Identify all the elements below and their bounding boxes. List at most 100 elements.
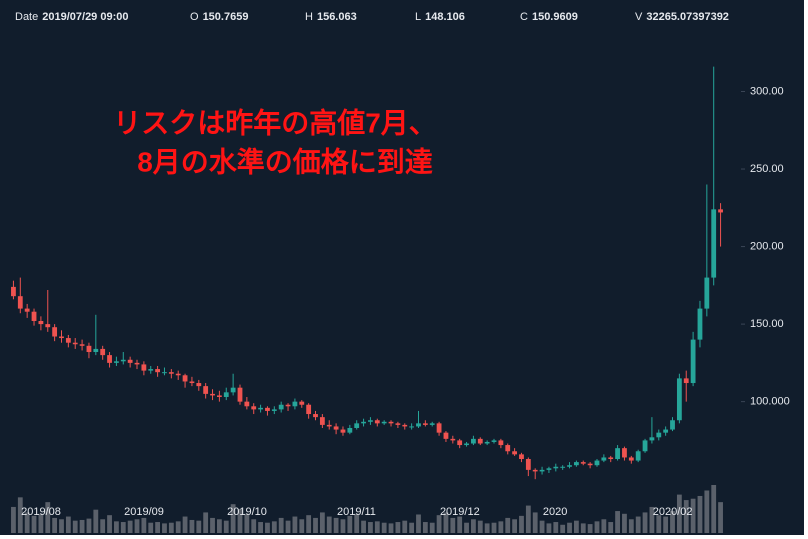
candle-body bbox=[573, 462, 579, 466]
candle-body bbox=[525, 459, 531, 470]
volume-bar bbox=[120, 522, 126, 533]
candle-body bbox=[436, 423, 442, 433]
candle-body bbox=[216, 395, 222, 397]
volume-bar bbox=[230, 504, 236, 533]
info-label: C bbox=[520, 11, 528, 23]
info-item: Date 2019/07/29 09:00 bbox=[15, 11, 129, 23]
candle-body bbox=[409, 426, 415, 428]
volume-bar bbox=[100, 519, 106, 533]
candle-body bbox=[196, 383, 202, 387]
candle-body bbox=[628, 457, 634, 461]
candle-body bbox=[265, 407, 270, 411]
volume-bar bbox=[422, 522, 428, 533]
volume-bar bbox=[525, 505, 531, 533]
candle-body bbox=[683, 378, 689, 384]
candle-body bbox=[635, 451, 641, 461]
candle-body bbox=[477, 438, 483, 444]
candle-body bbox=[368, 420, 373, 422]
candle-body bbox=[704, 277, 710, 309]
candle-body bbox=[649, 437, 655, 441]
volume-bar bbox=[189, 519, 195, 533]
volume-bar bbox=[31, 515, 37, 533]
volume-bar bbox=[86, 518, 92, 533]
volume-bar bbox=[697, 495, 703, 533]
candle-body bbox=[484, 441, 490, 444]
volume-bar bbox=[237, 509, 243, 533]
candle-body bbox=[340, 429, 346, 433]
volume-bar bbox=[285, 520, 291, 533]
candle-body bbox=[718, 209, 723, 213]
info-item: H 156.063 bbox=[305, 11, 357, 23]
volume-bar bbox=[608, 522, 614, 533]
volume-bar bbox=[175, 521, 181, 533]
volume-bar bbox=[649, 506, 655, 533]
candle-body bbox=[354, 423, 360, 428]
volume-bar bbox=[443, 512, 449, 533]
info-value: 148.106 bbox=[425, 11, 465, 23]
volume-bar bbox=[587, 524, 593, 533]
candle-body bbox=[429, 423, 435, 425]
volume-bar bbox=[635, 516, 641, 533]
x-tick-label: 2019/08 bbox=[21, 506, 61, 518]
volume-bar bbox=[484, 523, 490, 533]
candle-body bbox=[319, 417, 325, 425]
x-tick-label: 2019/11 bbox=[337, 506, 376, 518]
volume-bar bbox=[65, 516, 71, 533]
volume-bar bbox=[182, 516, 188, 533]
volume-bar bbox=[670, 511, 675, 533]
x-tick-label: 2020 bbox=[543, 506, 567, 518]
volume-bar bbox=[244, 513, 250, 533]
candle-body bbox=[416, 423, 421, 427]
volume-bar bbox=[216, 519, 222, 533]
candle-body bbox=[271, 409, 277, 411]
candle-body bbox=[580, 462, 586, 464]
candle-body bbox=[532, 469, 538, 472]
info-label: Date bbox=[15, 11, 38, 23]
volume-bar bbox=[24, 512, 30, 533]
candle-body bbox=[251, 406, 257, 410]
volume-bar bbox=[93, 509, 99, 533]
candle-body bbox=[381, 421, 387, 424]
candle-body bbox=[512, 451, 518, 455]
candle-body bbox=[560, 466, 566, 468]
volume-bar bbox=[162, 523, 167, 533]
candle-body bbox=[306, 404, 312, 415]
info-value: 2019/07/29 09:00 bbox=[42, 11, 128, 23]
volume-bar bbox=[127, 520, 133, 533]
volume-bar bbox=[72, 520, 78, 533]
candle-body bbox=[93, 348, 99, 353]
candle-body bbox=[24, 308, 30, 312]
y-tick-label: 300.00 bbox=[750, 85, 784, 97]
candle-body bbox=[59, 336, 64, 339]
candle-body bbox=[17, 296, 23, 309]
x-tick-label: 2019/10 bbox=[227, 506, 267, 518]
candle-body bbox=[237, 387, 243, 402]
candle-body bbox=[471, 438, 476, 444]
volume-bar bbox=[519, 515, 524, 533]
volume-bar bbox=[711, 485, 717, 533]
info-item: L 148.106 bbox=[415, 11, 465, 23]
candle-body bbox=[594, 460, 600, 466]
candle-body bbox=[347, 428, 353, 433]
candle-body bbox=[690, 339, 696, 384]
candle-body bbox=[127, 359, 133, 363]
candle-body bbox=[374, 420, 380, 424]
y-tick-label: 200.00 bbox=[750, 240, 784, 252]
volume-bar bbox=[560, 524, 566, 533]
volume-bar bbox=[464, 522, 469, 533]
volume-bar bbox=[265, 522, 270, 533]
volume-bar bbox=[580, 523, 586, 533]
candle-body bbox=[299, 401, 305, 405]
volume-bar bbox=[333, 517, 339, 533]
volume-bar bbox=[477, 520, 483, 533]
volume-bar bbox=[395, 522, 401, 533]
candle-body bbox=[326, 424, 332, 427]
candle-body bbox=[457, 440, 463, 446]
info-value: 32265.07397392 bbox=[646, 11, 729, 23]
volume-bar bbox=[457, 516, 463, 533]
candle-body bbox=[697, 308, 703, 340]
candle-body bbox=[498, 440, 504, 446]
volume-bar bbox=[168, 522, 174, 533]
candle-body bbox=[622, 448, 627, 458]
